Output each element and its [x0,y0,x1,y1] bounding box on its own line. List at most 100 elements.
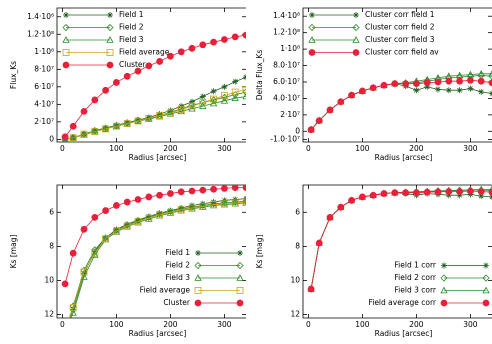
x-tick-label: 100 [355,320,370,329]
marker [134,218,142,226]
marker [61,280,69,288]
legend-label: Field 2 corr [394,273,437,282]
marker [199,93,206,100]
marker [482,286,490,294]
legend-label: Cluster corr field 3 [365,35,435,44]
y-tick-label: 10 [290,275,300,284]
marker [456,192,463,199]
marker [156,211,164,219]
marker [236,287,244,294]
x-tick-label: 200 [163,320,178,329]
marker [177,48,185,56]
marker [440,274,448,282]
marker [80,225,88,233]
x-axis-label: Radius [arcsec] [129,153,187,162]
marker [188,104,196,112]
marker [123,221,131,229]
marker [231,198,239,206]
y-axis-label: Ks [mag] [255,235,264,269]
marker [369,191,377,199]
marker [307,285,315,293]
legend-label: Field average [119,48,170,57]
marker [231,91,239,99]
x-tick-label: 100 [109,144,124,153]
marker [106,23,114,32]
y-tick-label: 12 [290,310,300,319]
marker [315,239,323,247]
marker [210,95,218,103]
series-line [65,89,246,140]
axes-frame [302,184,492,319]
y-tick-label: 0 [295,126,300,135]
marker [145,213,153,221]
marker [107,12,113,18]
marker [380,81,388,89]
marker [194,299,202,307]
marker [102,86,109,94]
y-tick-label: 1.2·10⁸ [273,28,300,37]
x-tick-label: 0 [306,144,311,153]
marker [456,188,464,195]
marker [69,304,77,312]
marker [177,188,185,196]
marker [488,69,492,77]
marker [308,36,316,43]
marker [145,193,153,201]
legend-label: Cluster corr field 2 [365,23,435,32]
legend-label: Cluster [119,60,147,69]
marker [145,114,152,121]
marker [391,189,399,197]
marker [423,188,431,196]
marker [145,114,153,122]
marker [337,98,345,106]
marker [177,206,185,214]
y-axis-label: Flux_Ks [9,61,18,89]
marker [445,87,452,94]
legend-label: Field 3 [166,273,191,282]
marker [156,191,164,199]
marker [62,329,68,335]
marker [156,58,164,65]
marker [456,87,463,94]
marker [315,117,323,125]
legend-label: Field 2 [119,23,144,32]
marker [488,188,492,196]
x-tick-label: 200 [409,144,424,153]
marker [337,203,345,211]
legend-label: Field 2 [166,261,191,270]
marker [123,198,131,206]
marker [352,36,360,43]
axes-frame [56,184,246,319]
marker [477,77,485,85]
marker [242,88,246,96]
marker [177,107,185,115]
marker [166,207,174,215]
marker [237,250,243,256]
y-tick-label: 8·10⁷ [34,64,54,73]
marker [348,91,356,99]
y-axis-label: Delta Flux_Ks [255,50,264,101]
marker [112,226,120,234]
marker [220,200,228,208]
x-tick-label: 100 [355,144,370,153]
marker [441,262,447,269]
y-tick-label: 0 [49,134,54,143]
marker [106,36,114,43]
marker [199,201,207,210]
marker [62,329,68,334]
marker [210,38,218,46]
marker [466,187,474,195]
y-tick-label: 6·10⁷ [34,82,54,91]
marker [477,188,485,195]
marker [199,99,207,106]
marker [102,235,109,243]
legend-label: Cluster corr field av [365,48,439,57]
marker [236,261,244,270]
marker [194,274,202,281]
x-tick-label: 300 [217,320,232,329]
marker [123,120,131,128]
marker [194,261,202,270]
marker [445,188,453,195]
marker [113,79,120,86]
